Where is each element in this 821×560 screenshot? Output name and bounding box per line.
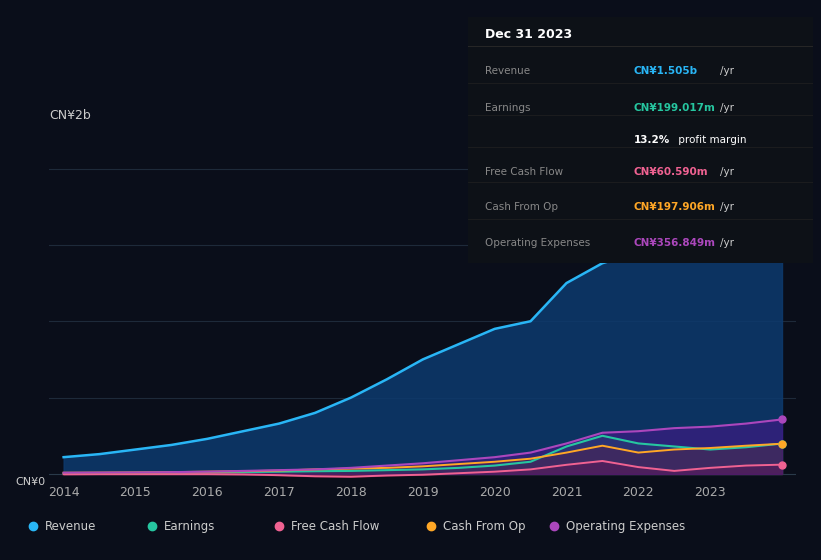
Text: CN¥1.505b: CN¥1.505b — [634, 66, 698, 76]
Text: Dec 31 2023: Dec 31 2023 — [485, 27, 572, 40]
Text: CN¥60.590m: CN¥60.590m — [634, 167, 708, 177]
Text: CN¥2b: CN¥2b — [49, 109, 91, 122]
Text: Revenue: Revenue — [485, 66, 530, 76]
Text: Cash From Op: Cash From Op — [443, 520, 525, 533]
Text: /yr: /yr — [720, 202, 734, 212]
Text: CN¥356.849m: CN¥356.849m — [634, 239, 715, 249]
Text: CN¥199.017m: CN¥199.017m — [634, 103, 715, 113]
Text: Free Cash Flow: Free Cash Flow — [485, 167, 563, 177]
Text: CN¥197.906m: CN¥197.906m — [634, 202, 715, 212]
Text: Free Cash Flow: Free Cash Flow — [291, 520, 380, 533]
Text: profit margin: profit margin — [675, 135, 746, 145]
Text: /yr: /yr — [720, 167, 734, 177]
Text: Operating Expenses: Operating Expenses — [485, 239, 590, 249]
Text: Cash From Op: Cash From Op — [485, 202, 558, 212]
Text: CN¥0: CN¥0 — [16, 477, 45, 487]
Text: /yr: /yr — [720, 239, 734, 249]
Text: /yr: /yr — [720, 66, 734, 76]
Text: Revenue: Revenue — [45, 520, 97, 533]
Text: Earnings: Earnings — [485, 103, 530, 113]
Text: 13.2%: 13.2% — [634, 135, 670, 145]
Text: Operating Expenses: Operating Expenses — [566, 520, 686, 533]
Text: Earnings: Earnings — [164, 520, 216, 533]
Text: /yr: /yr — [720, 103, 734, 113]
